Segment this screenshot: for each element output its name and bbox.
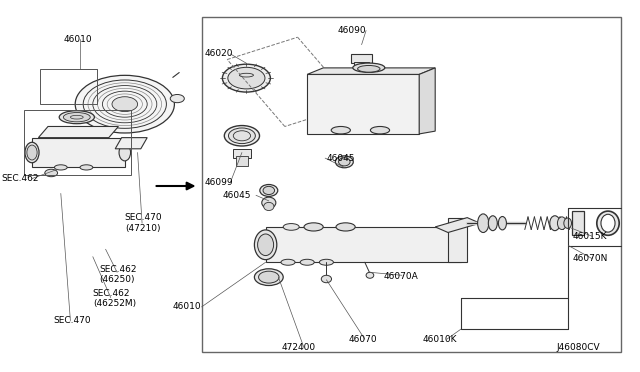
- Text: (46250): (46250): [99, 275, 134, 284]
- Circle shape: [45, 169, 58, 177]
- Text: 46010: 46010: [64, 35, 93, 44]
- Text: SEC.462: SEC.462: [1, 174, 39, 183]
- Ellipse shape: [228, 128, 255, 144]
- Ellipse shape: [54, 165, 67, 170]
- Ellipse shape: [477, 214, 489, 232]
- Text: SEC.462: SEC.462: [93, 289, 131, 298]
- Polygon shape: [32, 138, 125, 167]
- Text: 46015K: 46015K: [573, 232, 607, 241]
- Ellipse shape: [358, 65, 380, 72]
- Text: 46070: 46070: [349, 335, 378, 344]
- Polygon shape: [115, 138, 147, 149]
- Ellipse shape: [254, 230, 276, 260]
- Text: 472400: 472400: [282, 343, 316, 352]
- Ellipse shape: [60, 111, 95, 124]
- Ellipse shape: [27, 145, 37, 160]
- Text: 46045: 46045: [326, 154, 355, 163]
- Text: 46010: 46010: [173, 302, 202, 311]
- Ellipse shape: [170, 94, 184, 103]
- Polygon shape: [435, 218, 480, 232]
- Text: 46099: 46099: [205, 178, 234, 187]
- Ellipse shape: [304, 223, 323, 231]
- Ellipse shape: [119, 144, 131, 161]
- Ellipse shape: [371, 126, 390, 134]
- Ellipse shape: [281, 259, 295, 265]
- Ellipse shape: [283, 224, 300, 230]
- Ellipse shape: [63, 112, 90, 122]
- Ellipse shape: [112, 97, 138, 112]
- Text: SEC.470: SEC.470: [53, 316, 91, 325]
- Ellipse shape: [264, 202, 274, 211]
- Bar: [351, 54, 372, 63]
- Text: 46070A: 46070A: [384, 272, 419, 280]
- Ellipse shape: [76, 75, 174, 133]
- Ellipse shape: [366, 272, 374, 278]
- Text: 46070N: 46070N: [573, 254, 608, 263]
- Ellipse shape: [601, 214, 615, 232]
- Ellipse shape: [263, 186, 275, 195]
- Ellipse shape: [550, 216, 560, 231]
- Ellipse shape: [339, 158, 350, 166]
- Ellipse shape: [564, 218, 572, 228]
- Ellipse shape: [321, 275, 332, 283]
- Text: 46045: 46045: [223, 191, 252, 200]
- Bar: [572, 211, 584, 235]
- Ellipse shape: [353, 63, 385, 72]
- Text: J46080CV: J46080CV: [557, 343, 600, 352]
- Ellipse shape: [259, 271, 279, 283]
- Ellipse shape: [223, 64, 270, 92]
- Text: 46020: 46020: [205, 49, 234, 58]
- Bar: [354, 62, 369, 69]
- Ellipse shape: [262, 197, 276, 208]
- Text: SEC.470: SEC.470: [125, 213, 163, 222]
- Bar: [202, 17, 621, 352]
- Ellipse shape: [80, 165, 93, 170]
- Ellipse shape: [255, 269, 283, 286]
- Polygon shape: [448, 218, 467, 262]
- Polygon shape: [307, 68, 435, 74]
- Text: 46010K: 46010K: [422, 335, 457, 344]
- Ellipse shape: [257, 234, 274, 256]
- Ellipse shape: [488, 216, 497, 231]
- Ellipse shape: [319, 259, 333, 265]
- Ellipse shape: [300, 259, 314, 265]
- Text: 46090: 46090: [338, 26, 367, 35]
- Bar: [236, 156, 248, 166]
- Ellipse shape: [557, 217, 566, 230]
- Text: (46252M): (46252M): [93, 299, 136, 308]
- Ellipse shape: [336, 223, 355, 231]
- Polygon shape: [419, 68, 435, 134]
- Text: SEC.462: SEC.462: [99, 265, 137, 274]
- Ellipse shape: [499, 217, 506, 230]
- Bar: [233, 149, 251, 158]
- Text: (47210): (47210): [125, 224, 160, 233]
- Ellipse shape: [225, 126, 260, 146]
- Polygon shape: [266, 227, 461, 262]
- Bar: [40, 69, 97, 104]
- Bar: [355, 68, 368, 76]
- Ellipse shape: [596, 211, 620, 235]
- Ellipse shape: [25, 142, 39, 163]
- Ellipse shape: [228, 67, 265, 89]
- Ellipse shape: [260, 185, 278, 196]
- Polygon shape: [307, 74, 419, 134]
- Polygon shape: [38, 126, 118, 138]
- Ellipse shape: [335, 156, 353, 168]
- Ellipse shape: [332, 126, 351, 134]
